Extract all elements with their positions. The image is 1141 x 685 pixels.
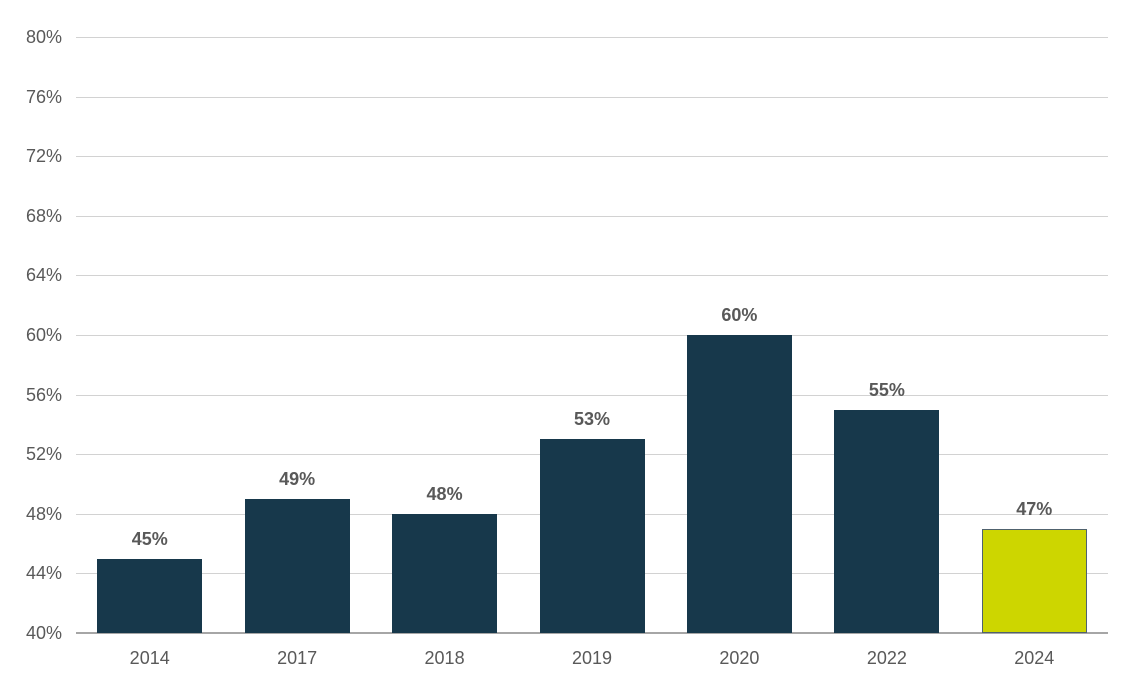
bar-2017	[244, 498, 350, 633]
x-axis-line	[76, 632, 1108, 634]
data-label: 53%	[573, 409, 611, 430]
y-tick-label: 76%	[25, 86, 62, 107]
bar-2018	[392, 513, 498, 633]
y-tick-label: 72%	[25, 146, 62, 167]
bar-2024	[981, 528, 1087, 633]
gridline	[76, 37, 1108, 38]
y-tick-label: 44%	[25, 563, 62, 584]
y-tick-label: 56%	[25, 384, 62, 405]
y-tick-label: 68%	[25, 205, 62, 226]
gridline	[76, 96, 1108, 98]
gridline	[76, 156, 1108, 158]
data-label: 47%	[1016, 498, 1053, 519]
y-tick-label: 60%	[25, 325, 62, 345]
y-tick-label: 64%	[25, 265, 62, 286]
gridline	[76, 215, 1108, 217]
x-tick-label: 2019	[571, 648, 613, 668]
data-label: 60%	[721, 305, 758, 325]
y-tick-label: 52%	[25, 444, 62, 465]
data-label: 55%	[868, 379, 905, 400]
y-tick-label: 80%	[25, 27, 62, 47]
gridline	[76, 394, 1108, 396]
data-label: 48%	[426, 483, 463, 504]
bar-2019	[539, 439, 645, 633]
x-tick-label: 2014	[129, 648, 170, 668]
x-tick-label: 2024	[1014, 648, 1055, 668]
gridline	[76, 275, 1108, 277]
bar-2014	[97, 558, 203, 633]
gridline	[76, 335, 1108, 336]
data-label: 45%	[131, 528, 168, 549]
y-tick-label: 40%	[25, 623, 62, 643]
y-tick-label: 48%	[25, 503, 62, 524]
bar-2020	[686, 335, 792, 633]
x-tick-label: 2017	[277, 648, 318, 668]
x-tick-label: 2020	[719, 648, 760, 668]
x-tick-label: 2018	[424, 648, 465, 668]
bar-2022	[834, 409, 940, 633]
x-tick-label: 2022	[866, 648, 907, 668]
data-label: 49%	[279, 468, 316, 489]
